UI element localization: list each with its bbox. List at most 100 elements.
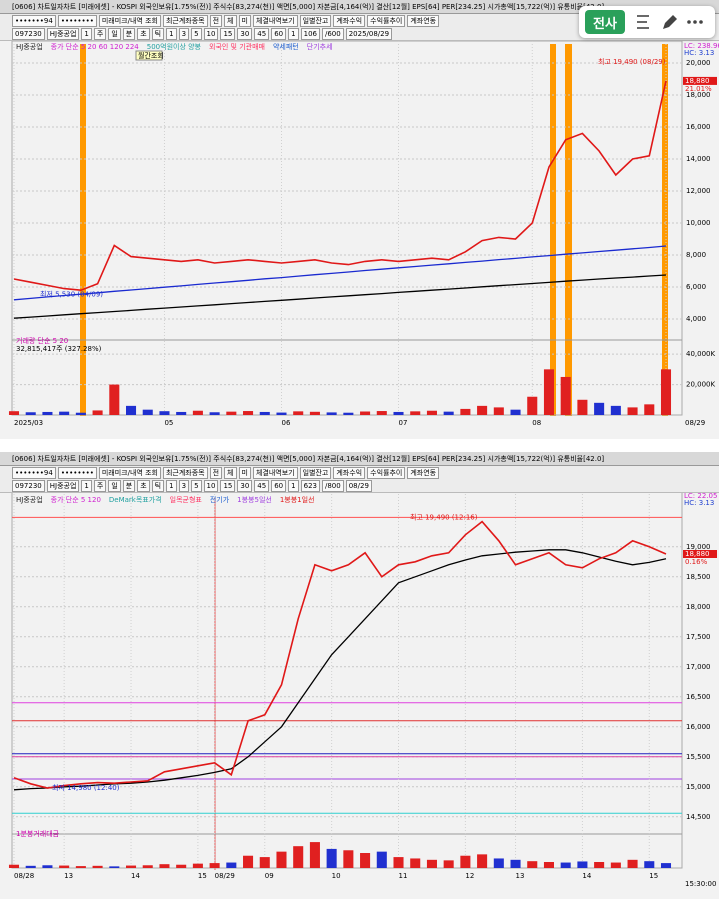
toolbar-button[interactable]: 623 <box>300 479 320 492</box>
toolbar-button[interactable]: 30 <box>237 27 253 40</box>
toolbar-button[interactable]: 1 <box>288 27 299 40</box>
toolbar-button[interactable]: 일별잔고 <box>299 14 332 27</box>
toolbar-button[interactable]: 계좌수익 <box>333 466 366 479</box>
toolbar-button[interactable]: 미래미크/내역 조회 <box>98 14 161 27</box>
more-icon[interactable] <box>687 20 703 24</box>
toolbar-button[interactable]: •••••••• <box>57 14 97 27</box>
toolbar-button[interactable]: 60 <box>271 479 287 492</box>
menu-icon[interactable] <box>637 15 649 29</box>
toolbar-button[interactable]: 30 <box>237 479 253 492</box>
toolbar-button[interactable]: 틱 <box>151 479 165 492</box>
toolbar-button[interactable]: 수익률추이 <box>367 14 406 27</box>
toolbar-button[interactable]: 분 <box>122 479 136 492</box>
toolbar-button[interactable]: HJ중공업 <box>46 479 80 492</box>
toolbar-button[interactable]: 097230 <box>12 479 45 492</box>
toolbar-button[interactable]: 일별잔고 <box>299 466 332 479</box>
pen-icon[interactable] <box>663 15 677 29</box>
x-tick-label: 07 <box>399 419 408 427</box>
toolbar-button[interactable]: •••••••94 <box>12 14 56 27</box>
volume-bar <box>209 863 220 868</box>
toolbar-button[interactable]: 분 <box>122 27 136 40</box>
button[interactable]: 전사 <box>585 10 625 34</box>
toolbar-button[interactable]: 계좌연동 <box>407 14 440 27</box>
toolbar-button[interactable]: 주 <box>93 27 107 40</box>
volume-bar <box>660 863 672 868</box>
volume-bar <box>410 858 421 868</box>
toolbar-button[interactable]: 계좌연동 <box>407 466 440 479</box>
toolbar-button[interactable]: 45 <box>254 27 270 40</box>
x-tick-label: 14 <box>131 872 140 880</box>
toolbar-button[interactable]: 계좌수익 <box>333 14 366 27</box>
toolbar-button[interactable]: 097230 <box>12 27 45 40</box>
volume-bar <box>644 861 655 868</box>
toolbar-button[interactable]: 3 <box>178 27 190 40</box>
toolbar-button[interactable]: 1 <box>288 479 299 492</box>
toolbar-button[interactable]: 1 <box>166 27 177 40</box>
y-tick-label: 8,000 <box>686 251 706 259</box>
toolbar-button[interactable]: 초 <box>137 479 150 492</box>
x-tick-label: 06 <box>281 419 290 427</box>
volume-bar <box>443 411 454 415</box>
toolbar-button[interactable]: 45 <box>254 479 270 492</box>
volume-bar <box>360 853 371 868</box>
toolbar-button[interactable]: 미래미크/내역 조회 <box>98 466 161 479</box>
toolbar-button[interactable]: 체결내역보기 <box>252 14 298 27</box>
y-tick-label: 6,000 <box>686 283 706 291</box>
toolbar-button[interactable]: 체결내역보기 <box>252 466 298 479</box>
lc-label: LC: 22.05 <box>684 492 717 500</box>
toolbar-button[interactable]: 최근계좌종목 <box>162 466 208 479</box>
toolbar-button[interactable]: 2025/08/29 <box>345 27 393 40</box>
toolbar-button[interactable]: 10 <box>203 479 219 492</box>
toolbar-button[interactable]: •••••••94 <box>12 466 56 479</box>
toolbar-button[interactable]: HJ중공업 <box>46 27 80 40</box>
volume-bar <box>8 411 20 415</box>
toolbar-button[interactable]: 3 <box>178 479 190 492</box>
toolbar-button[interactable]: 1 <box>81 479 92 492</box>
toolbar-button[interactable]: 전 <box>209 14 223 27</box>
toolbar-button[interactable]: •••••••• <box>57 466 97 479</box>
toolbar-button[interactable]: 일 <box>108 479 121 492</box>
toolbar-button[interactable]: 5 <box>191 27 202 40</box>
price-line <box>13 549 667 791</box>
toolbar-button[interactable]: 1 <box>81 27 92 40</box>
volume-bar <box>226 862 237 868</box>
toolbar-button[interactable]: 15 <box>220 27 236 40</box>
y-tick-label: 4,000 <box>686 315 706 323</box>
toolbar-button[interactable]: 15 <box>220 479 236 492</box>
toolbar-button[interactable]: 최근계좌종목 <box>162 14 208 27</box>
toolbar-button[interactable]: 일 <box>108 27 121 40</box>
volume-bar <box>276 412 287 415</box>
toolbar-button[interactable]: 10 <box>203 27 219 40</box>
toolbar-button[interactable]: 주 <box>93 479 107 492</box>
toolbar-button[interactable]: /800 <box>321 479 344 492</box>
toolbar: 097230 HJ중공업 1 주 일 분 초 틱 1 3 5 10 15 30 45 60 1 623/800 08… <box>0 479 719 493</box>
toolbar-button[interactable]: 수익률추이 <box>367 466 406 479</box>
toolbar: •••••••94 •••••••• 미래미크/내역 조회 최근계좌종목 전 체 미 체결내역… <box>0 466 719 480</box>
x-tick-label: 13 <box>516 872 525 880</box>
toolbar-button[interactable]: 106 <box>300 27 320 40</box>
volume-bar <box>477 854 488 868</box>
toolbar-button[interactable]: 60 <box>271 27 287 40</box>
volume-bar <box>59 865 70 868</box>
toolbar-button[interactable]: 1 <box>166 479 177 492</box>
toolbar-button[interactable]: 08/29 <box>345 479 372 492</box>
volume-bar <box>42 865 53 868</box>
volume-bar <box>594 862 605 868</box>
toolbar-button[interactable]: 미 <box>238 14 251 27</box>
y-tick-label: 15,000 <box>686 783 711 791</box>
volume-bar <box>610 862 621 868</box>
toolbar-button[interactable]: 체 <box>224 466 237 479</box>
toolbar-button[interactable]: 전 <box>209 466 223 479</box>
toolbar-button[interactable]: 5 <box>191 479 202 492</box>
volume-bar <box>644 404 655 415</box>
volume-bar <box>142 865 153 868</box>
toolbar-button[interactable]: 틱 <box>151 27 165 40</box>
tooltip-bg <box>135 50 163 61</box>
legend-item: 500억원이상 양봉 <box>147 42 202 51</box>
toolbar-button[interactable]: 초 <box>137 27 150 40</box>
toolbar-button[interactable]: /600 <box>321 27 344 40</box>
toolbar-button[interactable]: 미 <box>238 466 251 479</box>
volume-bar <box>126 405 137 415</box>
volume-bar <box>527 861 538 868</box>
toolbar-button[interactable]: 체 <box>224 14 237 27</box>
